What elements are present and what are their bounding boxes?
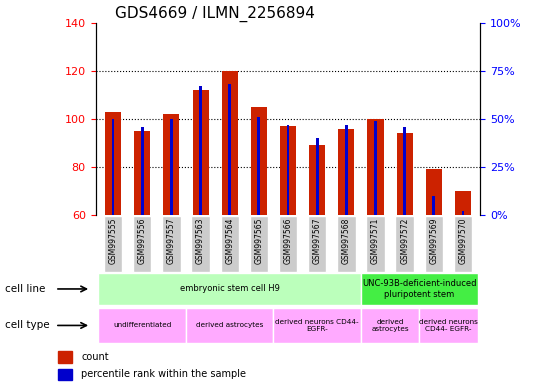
Text: cell line: cell line [5,284,46,294]
Text: GSM997565: GSM997565 [254,217,263,264]
Bar [170,119,173,215]
Text: cell type: cell type [5,320,50,331]
Bar [257,117,260,215]
Bar [134,131,150,215]
FancyBboxPatch shape [419,308,478,343]
Bar [111,119,115,215]
Bar [367,119,383,215]
Text: GSM997557: GSM997557 [167,217,176,264]
Text: GDS4669 / ILMN_2256894: GDS4669 / ILMN_2256894 [115,5,314,22]
Text: GSM997568: GSM997568 [342,217,351,264]
Text: GSM997563: GSM997563 [196,217,205,264]
Bar [432,196,435,215]
FancyBboxPatch shape [395,216,414,272]
Text: derived
astrocytes: derived astrocytes [371,319,409,332]
Text: GSM997567: GSM997567 [313,217,322,264]
Text: GSM997564: GSM997564 [225,217,234,264]
FancyBboxPatch shape [425,216,443,272]
Text: count: count [81,352,109,362]
Bar [58,369,72,380]
FancyBboxPatch shape [337,216,355,272]
Text: undifferentiated: undifferentiated [113,323,171,328]
FancyBboxPatch shape [191,216,210,272]
Bar [287,125,289,215]
FancyBboxPatch shape [221,216,239,272]
Bar [105,112,121,215]
FancyBboxPatch shape [133,216,151,272]
Bar [403,127,406,215]
FancyBboxPatch shape [366,216,385,272]
FancyBboxPatch shape [186,308,274,343]
FancyBboxPatch shape [274,308,361,343]
Text: UNC-93B-deficient-induced
pluripotent stem: UNC-93B-deficient-induced pluripotent st… [362,279,477,299]
Bar [339,129,354,215]
Text: GSM997569: GSM997569 [429,217,438,264]
Text: percentile rank within the sample: percentile rank within the sample [81,369,246,379]
Bar [345,125,348,215]
Bar [426,169,442,215]
Bar [309,146,325,215]
FancyBboxPatch shape [361,273,478,305]
Bar [316,138,319,215]
Text: GSM997570: GSM997570 [459,217,467,264]
FancyBboxPatch shape [279,216,297,272]
Bar [251,107,267,215]
FancyBboxPatch shape [104,216,122,272]
Text: derived neurons
CD44- EGFR-: derived neurons CD44- EGFR- [419,319,478,332]
FancyBboxPatch shape [361,308,419,343]
Text: GSM997571: GSM997571 [371,217,380,264]
FancyBboxPatch shape [308,216,327,272]
Bar [163,114,180,215]
Text: GSM997572: GSM997572 [400,217,409,264]
FancyBboxPatch shape [454,216,472,272]
FancyBboxPatch shape [250,216,268,272]
Bar [141,127,144,215]
Bar [396,133,413,215]
FancyBboxPatch shape [162,216,181,272]
Bar [228,84,231,215]
Text: derived neurons CD44-
EGFR-: derived neurons CD44- EGFR- [275,319,359,332]
Text: GSM997566: GSM997566 [283,217,293,264]
FancyBboxPatch shape [98,273,361,305]
Text: GSM997555: GSM997555 [109,217,117,264]
Bar [461,211,465,215]
Bar [455,191,471,215]
Bar [193,90,209,215]
Text: embryonic stem cell H9: embryonic stem cell H9 [180,285,280,293]
Bar [58,351,72,363]
Text: derived astrocytes: derived astrocytes [196,323,263,328]
Bar [280,126,296,215]
Bar [199,86,202,215]
FancyBboxPatch shape [98,308,186,343]
Text: GSM997556: GSM997556 [138,217,147,264]
Bar [374,121,377,215]
Bar [222,71,238,215]
